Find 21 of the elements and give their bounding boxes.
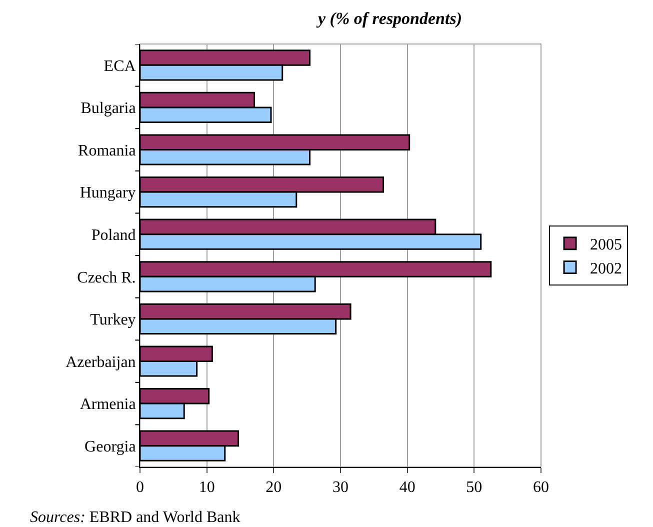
legend-label: 2002 — [590, 260, 622, 278]
x-tick-label: 10 — [198, 479, 215, 496]
y-tick-label: Czech R. — [77, 269, 136, 286]
y-tick-label: Armenia — [80, 396, 136, 414]
y-tick-label: ECA — [104, 58, 136, 75]
legend-label: 2005 — [590, 236, 622, 254]
y-tick-label: Georgia — [84, 438, 136, 456]
y-tick-label: Turkey — [90, 312, 136, 329]
y-tick-label: Hungary — [80, 184, 136, 202]
x-tick-label: 20 — [266, 479, 282, 496]
y-tick-label: Poland — [91, 226, 136, 244]
x-tick-label: 0 — [136, 479, 144, 496]
y-tick-label: Bulgaria — [80, 100, 136, 118]
x-tick-label: 30 — [332, 479, 348, 496]
source-note: Sources: EBRD and World Bank — [30, 509, 240, 526]
y-tick-label: Romania — [78, 142, 136, 160]
chart-title: y (% of respondents) — [316, 9, 462, 28]
y-tick-label: Azerbaijan — [66, 354, 136, 371]
x-tick-label: 60 — [533, 479, 549, 496]
x-tick-label: 40 — [399, 479, 416, 496]
x-tick-label: 50 — [466, 479, 482, 496]
